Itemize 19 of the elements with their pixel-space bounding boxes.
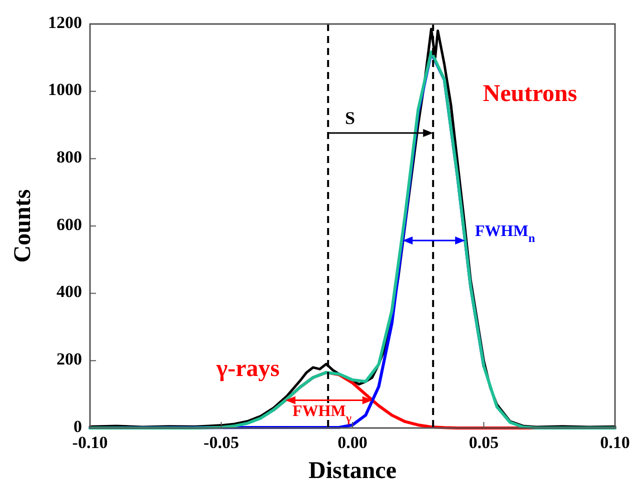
x-axis-title: Distance — [308, 458, 397, 484]
y-axis-title: Counts — [10, 189, 36, 263]
x-tick-label: -0.10 — [72, 433, 108, 452]
x-tick-label: 0.00 — [338, 433, 368, 452]
y-tick-label: 800 — [56, 148, 82, 167]
x-tick-label: 0.05 — [468, 433, 499, 452]
annotation: γ-rays — [215, 356, 280, 382]
annotation: FWHM$_{n}$ — [474, 222, 536, 245]
annotation: FWHM$_{γ}$ — [292, 402, 352, 425]
y-tick-label: 400 — [56, 282, 82, 302]
y-tick-label: 1200 — [48, 12, 82, 32]
x-tick-label: -0.05 — [204, 433, 239, 452]
y-tick-label: 1000 — [48, 80, 82, 100]
annotation: S — [344, 108, 356, 128]
x-tick-label: 0.10 — [600, 433, 630, 452]
y-tick-label: 200 — [56, 350, 82, 369]
y-tick-label: 600 — [56, 214, 82, 234]
annotation: Neutrons — [482, 80, 578, 107]
y-tick-label: 0 — [74, 416, 82, 436]
